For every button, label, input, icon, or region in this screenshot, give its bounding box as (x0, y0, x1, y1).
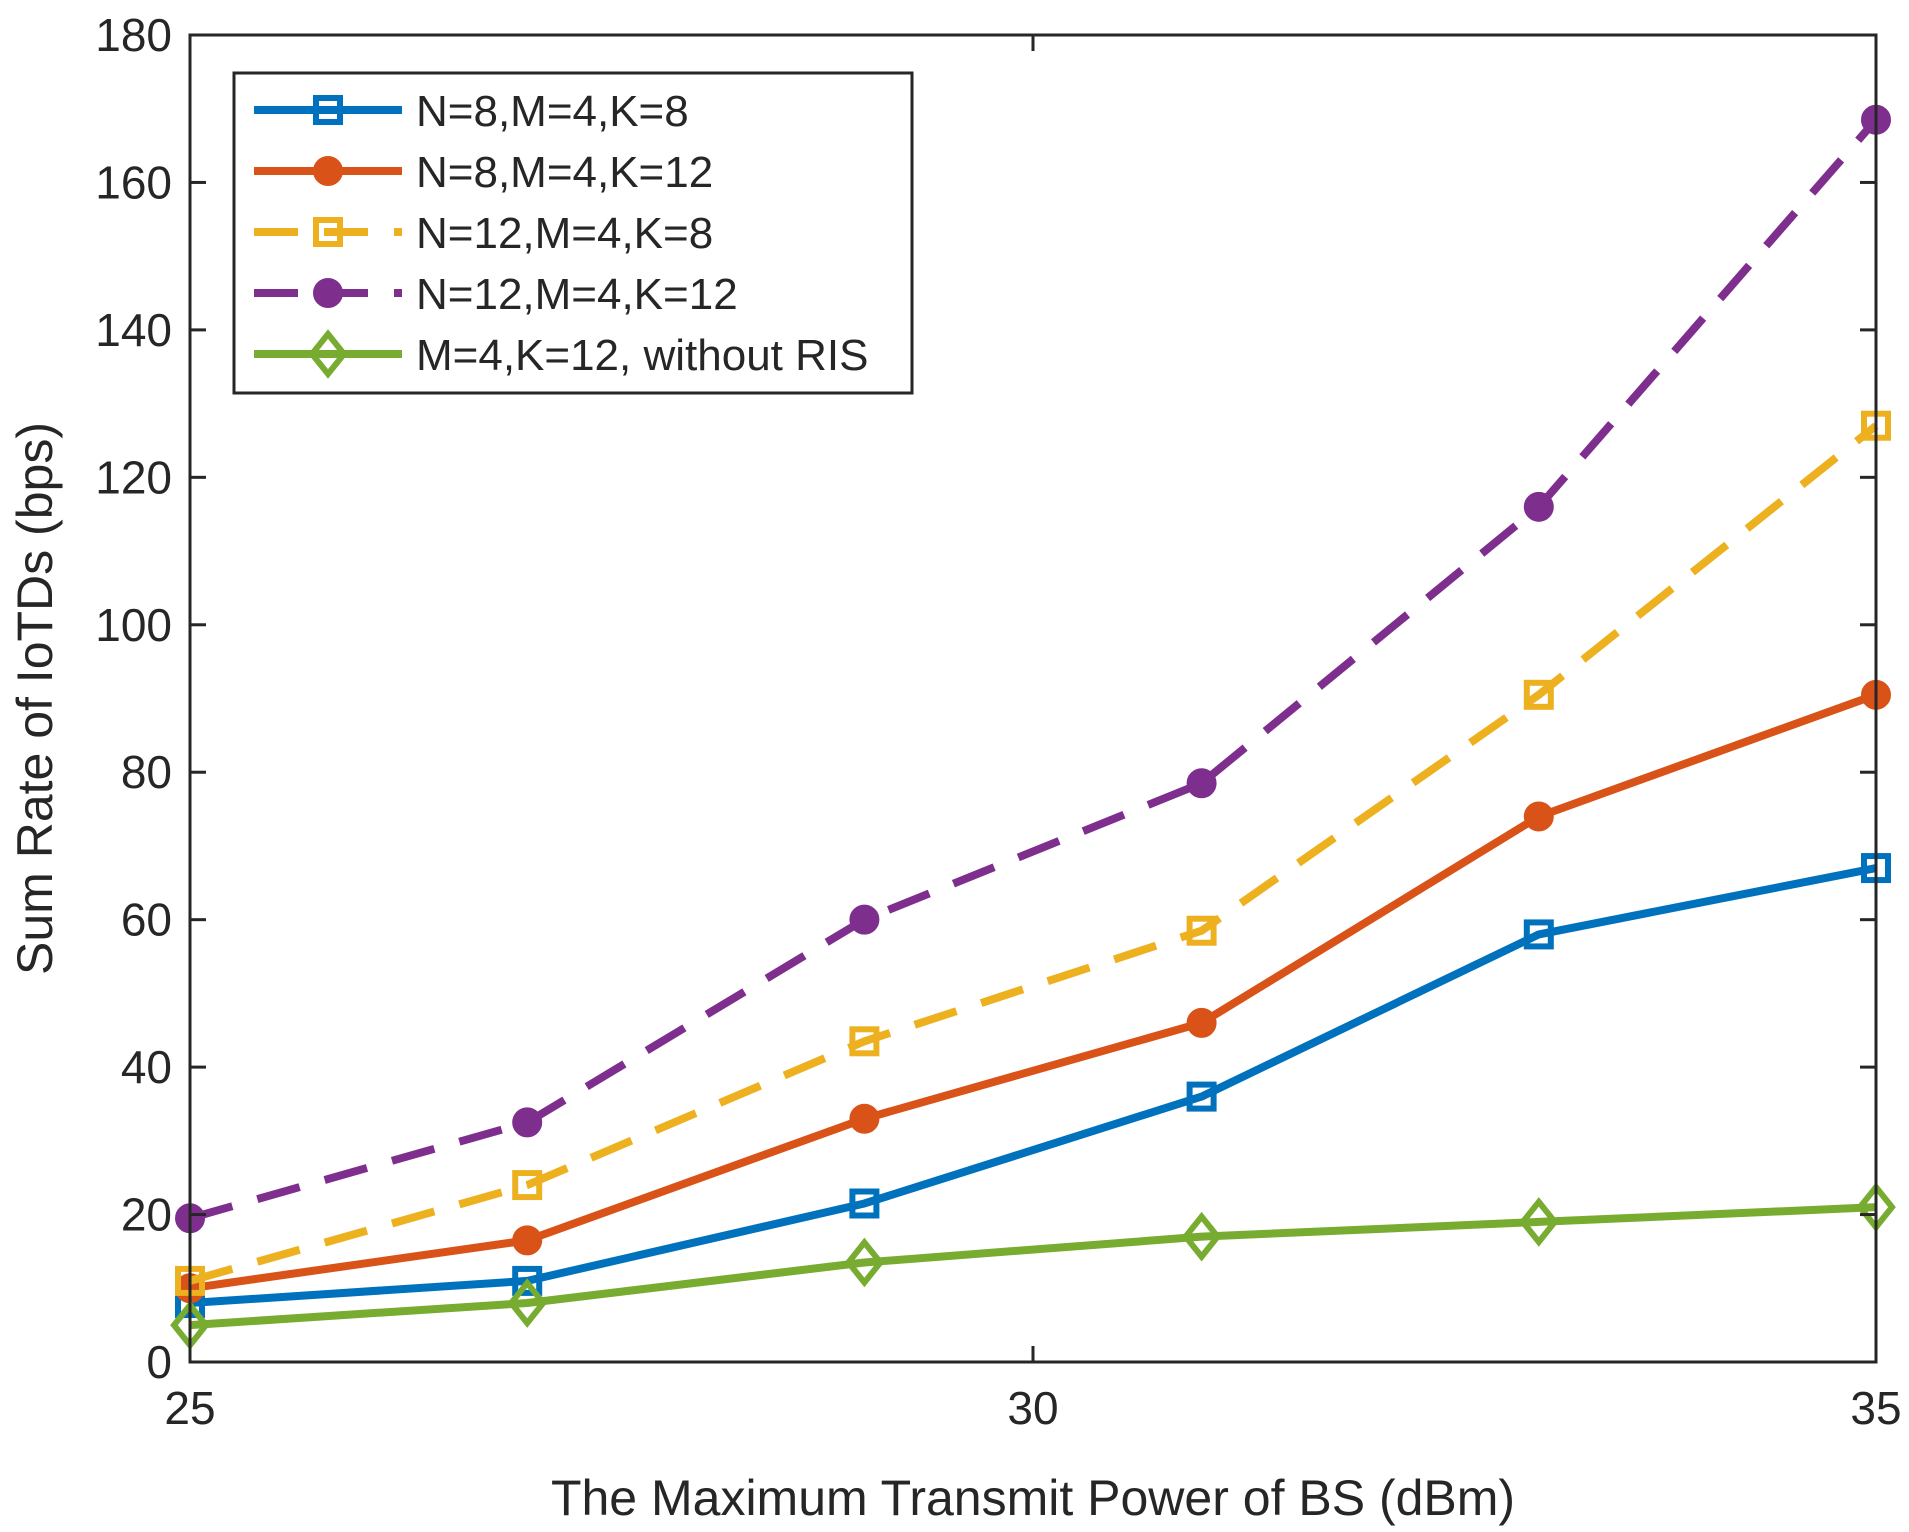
series-line-2 (189, 691, 1878, 1293)
y-tick-label: 160 (95, 156, 172, 208)
data-point-3-4 (1186, 915, 1217, 946)
x-tick-label: 25 (164, 1382, 215, 1434)
legend-label: N=8,M=4,K=8 (416, 87, 689, 136)
legend-label: N=8,M=4,K=12 (416, 148, 713, 197)
series-line-4 (188, 117, 1880, 1223)
y-tick-label: 40 (121, 1041, 172, 1093)
legend-entry-3: N=12,M=4,K=8 (254, 209, 713, 258)
legend-entry-5: M=4,K=12, without RIS (254, 329, 868, 380)
legend-entry-1: N=8,M=4,K=8 (254, 87, 689, 136)
data-point-4-4 (1186, 768, 1217, 799)
data-point-2-3 (849, 1103, 880, 1134)
data-point-5-5 (1518, 1197, 1559, 1247)
data-point-5-2 (507, 1278, 548, 1328)
legend-label: N=12,M=4,K=8 (416, 209, 713, 258)
legend-label: N=12,M=4,K=12 (416, 270, 738, 319)
y-tick-label: 120 (95, 451, 172, 503)
x-axis-label: The Maximum Transmit Power of BS (dBm) (551, 1470, 1515, 1526)
data-point-2-4 (1186, 1007, 1217, 1038)
data-point-4-5 (1523, 491, 1554, 522)
data-point-4-2 (512, 1107, 543, 1138)
legend: N=8,M=4,K=8 N=8,M=4,K=12 N=12,M=4,K=8 N=12,… (232, 71, 914, 395)
y-tick-label: 100 (95, 599, 172, 651)
data-point-2-5 (1523, 801, 1554, 832)
data-point-1-3 (849, 1188, 880, 1219)
legend-marker (313, 217, 343, 247)
data-point-3-5 (1523, 679, 1554, 710)
data-point-1-5 (1523, 919, 1554, 950)
y-tick-label: 60 (121, 894, 172, 946)
data-point-2-2 (512, 1225, 543, 1256)
y-tick-label: 0 (146, 1336, 172, 1388)
legend-marker (313, 156, 343, 186)
data-point-3-3 (849, 1026, 880, 1057)
data-point-4-3 (849, 904, 880, 935)
y-tick-label: 80 (121, 746, 172, 798)
series-line-3 (188, 422, 1879, 1285)
y-tick-label: 140 (95, 304, 172, 356)
data-point-3-2 (512, 1170, 543, 1201)
legend-entry-4: N=12,M=4,K=12 (254, 270, 738, 319)
series-line-5 (189, 1203, 1877, 1330)
legend-marker (313, 95, 343, 125)
y-axis-label: Sum Rate of IoTDs (bps) (7, 422, 63, 975)
legend-entry-2: N=8,M=4,K=12 (254, 148, 713, 197)
data-point-5-3 (844, 1237, 885, 1288)
data-point-1-4 (1186, 1081, 1217, 1112)
axes: 0 20 40 60 80 100 120 140 160 180 25 30 35 (95, 9, 1901, 1434)
data-point-5-4 (1181, 1211, 1222, 1262)
y-tick-label: 180 (95, 9, 172, 61)
y-tick-label: 20 (121, 1189, 172, 1241)
legend-marker (308, 329, 348, 379)
legend-marker (313, 278, 343, 308)
x-tick-label: 35 (1850, 1382, 1901, 1434)
x-tick-label: 30 (1007, 1382, 1058, 1434)
legend-label: M=4,K=12, without RIS (416, 331, 868, 380)
series-line-1 (189, 864, 1877, 1308)
data-point-1-2 (512, 1265, 543, 1296)
